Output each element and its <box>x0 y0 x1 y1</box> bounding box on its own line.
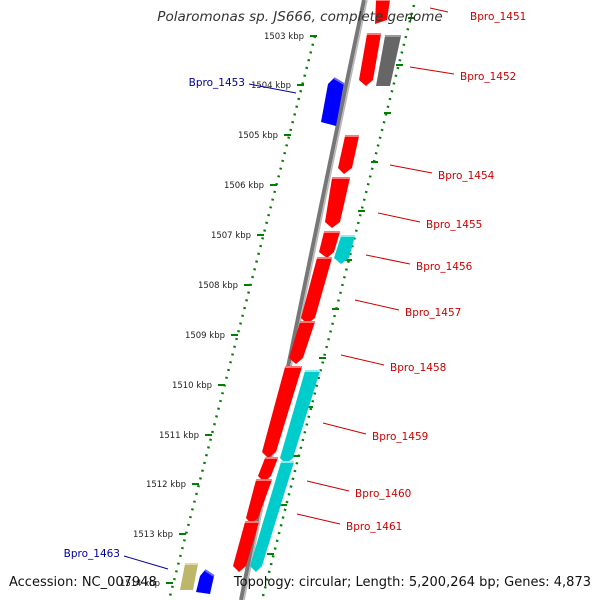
gene-label-bpro-1456[interactable]: Bpro_1456 <box>416 261 473 273</box>
gene-label-leader <box>354 299 400 311</box>
kbp-tick-label: 1503 kbp <box>264 32 304 42</box>
kbp-tick-label: 1509 kbp <box>185 331 225 341</box>
kbp-ticks: 1503 kbp 1504 kbp 1505 kbp 1506 kbp 1507 kbp… <box>120 17 415 589</box>
gene-label-bpro-1451[interactable]: Bpro_1451 <box>470 11 526 23</box>
kbp-tick-label: 1513 kbp <box>133 530 173 540</box>
gene-label-leader <box>248 83 297 94</box>
forward-cds-9 <box>258 458 278 482</box>
gene-label-bpro-1457[interactable]: Bpro_1457 <box>405 307 461 319</box>
pseudo-gene-1 <box>376 36 401 86</box>
forward-cds-3 <box>338 136 359 174</box>
kbp-tick-label: 1507 kbp <box>211 231 251 241</box>
forward-other-2 <box>280 371 320 464</box>
gene-label-bpro-1452[interactable]: Bpro_1452 <box>460 71 516 83</box>
kbp-tick-label: 1511 kbp <box>159 431 199 441</box>
reverse-cds-2 <box>196 570 214 594</box>
forward-cds-10 <box>246 480 272 524</box>
gene-label-leader <box>322 422 367 435</box>
forward-cds-5 <box>319 232 340 258</box>
map-title: Polaromonas sp. JS666, complete genome <box>157 9 443 25</box>
gene-label-bpro-1460[interactable]: Bpro_1460 <box>355 488 411 500</box>
gene-label-bpro-1454[interactable]: Bpro_1454 <box>438 170 495 182</box>
gene-features <box>180 0 401 594</box>
forward-cds-11 <box>233 522 259 572</box>
accession-text: Accession: NC_007948 <box>9 575 157 590</box>
left-tick-ruler <box>167 35 317 600</box>
gene-label-leader <box>306 480 350 492</box>
gene-label-leader <box>429 7 449 13</box>
kbp-tick-label: 1508 kbp <box>198 281 238 291</box>
kbp-tick-label: 1504 kbp <box>251 81 291 91</box>
reverse-cds-1-highlight <box>333 77 345 85</box>
gene-label-bpro-1458[interactable]: Bpro_1458 <box>390 362 446 374</box>
genome-backbone-inner <box>243 0 368 600</box>
gene-label-leader <box>377 212 421 223</box>
gene-label-bpro-1455[interactable]: Bpro_1455 <box>426 219 482 231</box>
reverse-cds-1 <box>321 78 344 126</box>
forward-cds-1 <box>375 0 390 24</box>
kbp-tick-label: 1512 kbp <box>146 480 186 490</box>
kbp-tick-label: 1505 kbp <box>238 131 278 141</box>
forward-cds-8 <box>262 367 302 458</box>
kbp-tick-label: 1510 kbp <box>172 381 212 391</box>
gene-label-leader <box>123 555 169 570</box>
gene-label-leader <box>409 66 455 75</box>
forward-other-1 <box>334 236 355 264</box>
forward-cds-7 <box>289 322 315 364</box>
gene-label-leader <box>389 164 433 174</box>
gene-label-leader <box>340 354 385 366</box>
gene-label-bpro-1453[interactable]: Bpro_1453 <box>189 77 245 89</box>
forward-cds-2 <box>359 34 381 86</box>
gene-label-leader <box>365 254 411 265</box>
kbp-tick-label: 1514 kbp <box>120 579 160 589</box>
forward-cds-6 <box>301 258 332 324</box>
misc-feature-1 <box>180 564 198 590</box>
gene-label-bpro-1459[interactable]: Bpro_1459 <box>372 431 428 443</box>
kbp-tick-label: 1506 kbp <box>224 181 264 191</box>
forward-cds-4 <box>325 178 350 228</box>
gene-label-bpro-1461[interactable]: Bpro_1461 <box>346 521 402 533</box>
gene-labels: Bpro_1451 Bpro_1452 Bpro_1453 Bpro_1454 Bpro… <box>64 7 526 570</box>
forward-other-3 <box>250 462 294 572</box>
gene-label-bpro-1463[interactable]: Bpro_1463 <box>64 548 120 560</box>
reverse-cds-2-highlight <box>204 569 215 577</box>
gene-label-leader <box>296 513 341 525</box>
topology-summary: Topology: circular; Length: 5,200,264 bp… <box>233 575 591 590</box>
